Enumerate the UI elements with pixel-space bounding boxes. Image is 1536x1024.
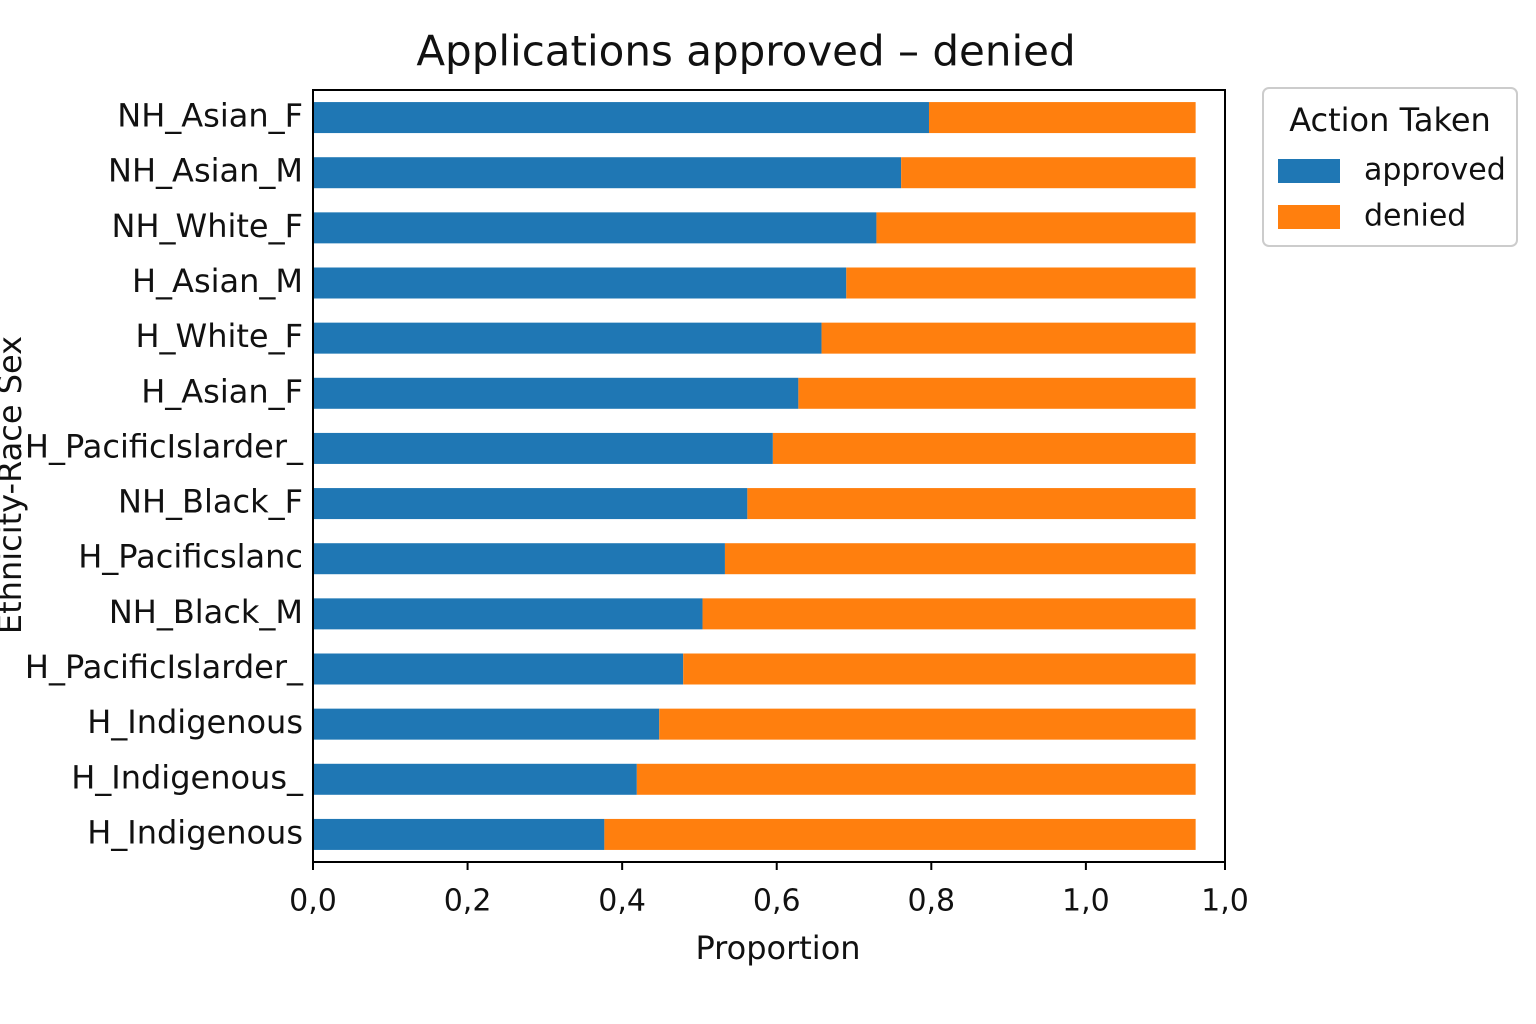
bar-segment bbox=[313, 653, 684, 685]
y-tick-label: H_Asian_M bbox=[132, 262, 303, 300]
y-tick-label: H_Indigenous bbox=[87, 813, 303, 851]
bar-segment bbox=[798, 377, 1196, 409]
bar-segment bbox=[313, 432, 773, 464]
y-tick-label: H_Indigenous_ bbox=[71, 758, 304, 796]
x-tick-label: 0,6 bbox=[753, 884, 801, 919]
x-axis-label: Proportion bbox=[695, 929, 860, 967]
legend-label: denied bbox=[1364, 199, 1466, 234]
y-tick-label: H_PacificIslarder_ bbox=[25, 648, 304, 686]
y-tick-label: NH_White_F bbox=[112, 207, 303, 245]
bar-segment bbox=[313, 598, 703, 630]
y-tick-label: NH_Asian_F bbox=[117, 97, 303, 135]
bar-segment bbox=[313, 267, 847, 299]
bar-segment bbox=[604, 818, 1196, 850]
y-tick-label: H_Pacificslanc bbox=[78, 538, 303, 576]
x-tick-label: 0,2 bbox=[444, 884, 492, 919]
bar-segment bbox=[313, 212, 877, 244]
y-tick-label: NH_Asian_M bbox=[108, 152, 303, 190]
bar-segment bbox=[313, 488, 748, 520]
bar-segment bbox=[313, 708, 660, 740]
legend-title: Action Taken bbox=[1289, 101, 1491, 139]
plot-frame bbox=[312, 89, 1226, 863]
x-tick-label: 1,0 bbox=[1062, 884, 1110, 919]
bar-segment bbox=[747, 488, 1196, 520]
y-tick-label: H_PacificIslarder_ bbox=[25, 427, 304, 465]
bar-segment bbox=[659, 708, 1196, 740]
bar-segment bbox=[313, 322, 822, 354]
legend-label: approved bbox=[1364, 153, 1506, 188]
bar-segment bbox=[636, 763, 1196, 795]
legend-swatch bbox=[1278, 205, 1340, 229]
bar-segment bbox=[901, 157, 1196, 189]
y-axis-label: Ethnicity-Race Sex bbox=[0, 336, 29, 634]
bar-segment bbox=[313, 377, 799, 409]
bar-segment bbox=[313, 818, 605, 850]
x-tick-label: 1,0 bbox=[1201, 884, 1249, 919]
bar-segment bbox=[928, 102, 1196, 134]
x-tick-label: 0,4 bbox=[598, 884, 646, 919]
bar-segment bbox=[724, 543, 1196, 575]
legend-swatch bbox=[1278, 159, 1340, 183]
bar-segment bbox=[772, 432, 1196, 464]
bar-segment bbox=[313, 543, 725, 575]
y-tick-label: NH_Black_M bbox=[109, 593, 303, 631]
bar-segment bbox=[313, 102, 929, 134]
chart-title: Applications approved – denied bbox=[416, 27, 1075, 76]
y-tick-label: H_Asian_F bbox=[141, 372, 303, 410]
bar-segment bbox=[846, 267, 1196, 299]
y-tick-label: H_Indigenous bbox=[87, 703, 303, 741]
bar-segment bbox=[876, 212, 1196, 244]
bar-segment bbox=[702, 598, 1196, 630]
x-tick-label: 0,0 bbox=[289, 884, 337, 919]
bar-segment bbox=[683, 653, 1196, 685]
y-tick-label: H_White_F bbox=[135, 317, 303, 355]
bar-segment bbox=[313, 763, 637, 795]
y-tick-label: NH_Black_F bbox=[118, 483, 303, 521]
bar-segment bbox=[821, 322, 1196, 354]
bar-segment bbox=[313, 157, 902, 189]
x-tick-label: 0,8 bbox=[907, 884, 955, 919]
